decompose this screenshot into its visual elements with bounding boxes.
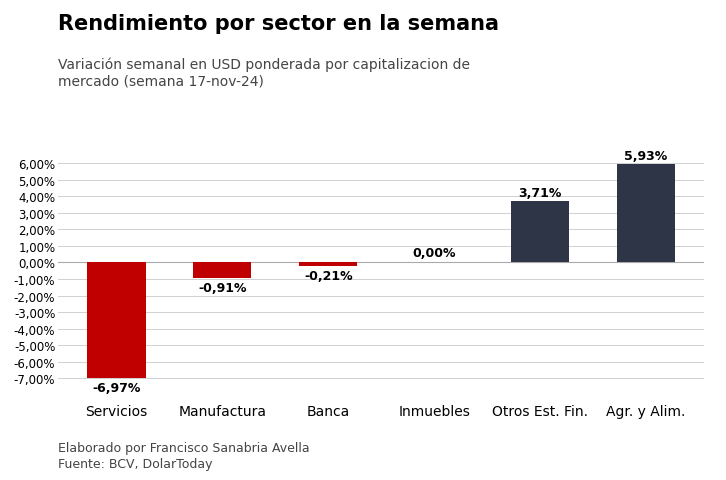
Bar: [193, 263, 251, 278]
Text: Elaborado por Francisco Sanabria Avella: Elaborado por Francisco Sanabria Avella: [58, 441, 310, 454]
Bar: [299, 263, 357, 266]
Text: 5,93%: 5,93%: [624, 150, 667, 163]
Bar: [87, 263, 146, 378]
Text: 0,00%: 0,00%: [412, 247, 456, 260]
Text: Fuente: BCV, DolarToday: Fuente: BCV, DolarToday: [58, 457, 213, 470]
Text: 3,71%: 3,71%: [518, 186, 562, 199]
Bar: [511, 202, 569, 263]
Text: -6,97%: -6,97%: [92, 382, 141, 395]
Text: -0,91%: -0,91%: [198, 281, 247, 294]
Text: Rendimiento por sector en la semana: Rendimiento por sector en la semana: [58, 14, 499, 35]
Bar: [616, 165, 675, 263]
Text: -0,21%: -0,21%: [304, 270, 353, 283]
Text: Variación semanal en USD ponderada por capitalizacion de
mercado (semana 17-nov-: Variación semanal en USD ponderada por c…: [58, 58, 470, 88]
